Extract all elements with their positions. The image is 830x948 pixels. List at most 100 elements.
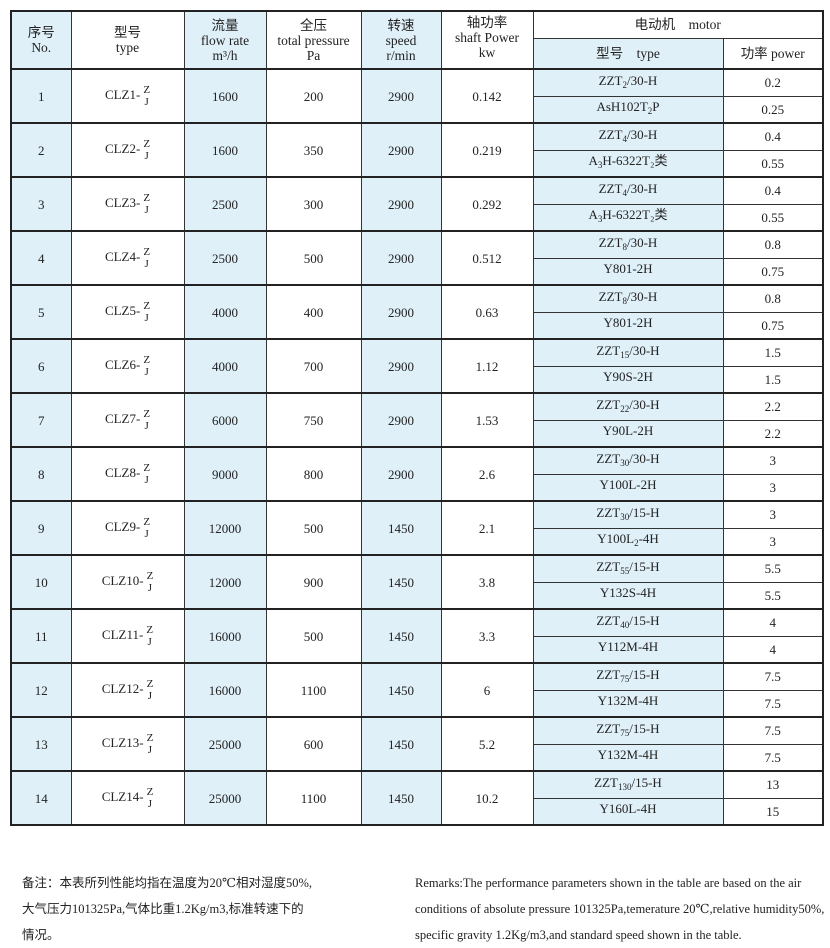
suffix-letter: Z: [143, 300, 151, 312]
row-model: CLZ14- Z J: [70, 770, 185, 826]
header-text: total pressure: [277, 32, 350, 48]
motor-type: ZZT4/30-H: [532, 122, 724, 151]
motor-power: 2.2: [722, 419, 824, 448]
table-subrow: A3H-6322T₂类 0.55: [11, 203, 824, 232]
row-speed: 2900: [360, 446, 442, 502]
row-flow: 4000: [183, 338, 267, 394]
table-subrow: Y160L-4H 15: [11, 797, 824, 826]
row-speed: 1450: [360, 770, 442, 826]
motor-type: ZZT4/30-H: [532, 176, 724, 205]
motor-type: ZZT30/30-H: [532, 446, 724, 475]
model-name: CLZ3-: [104, 194, 141, 210]
motor-type: ZZT40/15-H: [532, 608, 724, 637]
row-flow: 9000: [183, 446, 267, 502]
motor-type: ZZT130/15-H: [532, 770, 724, 799]
table-subrow: A3H-6322T₂类 0.55: [11, 149, 824, 178]
motor-type-rest: /30-H: [629, 450, 660, 466]
header-flow: 流量 flow rate m³/h: [183, 10, 267, 70]
motor-type-subscript: 4: [622, 187, 627, 198]
table-row: 14 CLZ14- Z J 25000 1100 1450 10.2 ZZT130/15-H 13: [10, 770, 824, 826]
motor-power: 0.75: [722, 257, 824, 286]
row-no: 12: [10, 662, 72, 718]
motor-type-base: Y801-2H: [603, 261, 653, 277]
motor-type-base: ZZT: [596, 450, 621, 466]
motor-type-base: Y100L: [597, 531, 635, 547]
header-no: 序号 No.: [10, 10, 72, 70]
table-subrow: Y132M-4H 7.5: [11, 743, 824, 772]
motor-type-base: ZZT: [596, 342, 621, 358]
motor-type: Y90S-2H: [532, 365, 724, 394]
header-text: 全压: [300, 17, 327, 33]
row-flow: 12000: [183, 554, 267, 610]
row-no: 4: [10, 230, 72, 286]
row-model: CLZ4- Z J: [70, 230, 185, 286]
motor-type-rest: /30-H: [626, 234, 658, 250]
header-text: flow rate: [200, 32, 250, 48]
row-flow: 1600: [183, 68, 267, 124]
model-name: CLZ4-: [104, 248, 141, 264]
suffix-letter: J: [147, 690, 153, 702]
motor-type: A3H-6322T₂类: [532, 149, 724, 178]
table-row: 4 CLZ4- Z J 2500 500 2900 0.512 ZZT8/30-H 0.8: [10, 230, 824, 286]
motor-type: Y100L-2H: [532, 473, 724, 502]
row-speed: 2900: [360, 338, 442, 394]
motor-type: Y132M-4H: [532, 689, 724, 718]
motor-type: AsH102T2P: [532, 95, 724, 124]
motor-type-rest: /30-H: [626, 180, 658, 196]
motor-type-base: Y801-2H: [603, 315, 653, 331]
motor-type-base: Y100L-2H: [599, 477, 657, 493]
row-no: 1: [10, 68, 72, 124]
table-row: 9 CLZ9- Z J 12000 500 1450 2.1 ZZT30/15-H 3: [10, 500, 824, 556]
motor-type-rest: P: [652, 99, 660, 115]
row-model: CLZ2- Z J: [70, 122, 185, 178]
motor-type-base: A: [588, 153, 598, 169]
row-pressure: 1100: [265, 662, 362, 718]
row-pressure: 1100: [265, 770, 362, 826]
suffix-letter: Z: [146, 570, 154, 582]
motor-type: Y801-2H: [532, 257, 724, 286]
motor-type-subscript: 4: [622, 133, 627, 144]
motor-type-subscript: 2: [634, 538, 639, 549]
motor-type: Y801-2H: [532, 311, 724, 340]
row-pressure: 800: [265, 446, 362, 502]
motor-type-base: AsH102T: [596, 99, 648, 115]
row-shaft-power: 6: [440, 662, 534, 718]
motor-power: 5.5: [722, 554, 824, 583]
motor-type-subscript: 2: [647, 106, 653, 117]
row-no: 2: [10, 122, 72, 178]
suffix-letter: Z: [143, 84, 151, 96]
header-type: 型号 type: [70, 10, 185, 70]
table-subrow: Y112M-4H 4: [11, 635, 824, 664]
motor-type-subscript: 3: [597, 160, 603, 171]
header-pressure: 全压 total pressure Pa: [265, 10, 362, 70]
motor-type-rest: /30-H: [629, 396, 660, 412]
suffix-letter: Z: [146, 732, 154, 744]
motor-type-rest: /15-H: [631, 774, 662, 790]
motor-power: 3: [722, 500, 824, 529]
row-shaft-power: 3.8: [440, 554, 534, 610]
motor-type: Y100L2-4H: [532, 527, 724, 556]
row-speed: 1450: [360, 608, 442, 664]
table-row: 8 CLZ8- Z J 9000 800 2900 2.6 ZZT30/30-H 3: [10, 446, 824, 502]
row-no: 14: [10, 770, 72, 826]
note-line: 情况。: [22, 928, 60, 942]
notes-cn: 备注：本表所列性能均指在温度为20℃相对湿度50%, 大气压力101325Pa,…: [22, 870, 312, 948]
row-no: 11: [10, 608, 72, 664]
row-no: 13: [10, 716, 72, 772]
motor-type: ZZT55/15-H: [532, 554, 724, 583]
motor-power: 0.8: [722, 284, 824, 313]
notes-en: Remarks:The performance parameters shown…: [415, 870, 824, 948]
suffix-letter: J: [144, 204, 149, 216]
motor-type: ZZT8/30-H: [532, 230, 724, 259]
model-name: CLZ11-: [101, 626, 144, 642]
row-flow: 16000: [183, 662, 267, 718]
row-shaft-power: 0.219: [440, 122, 534, 178]
motor-type-rest: -4H: [638, 531, 659, 547]
row-speed: 2900: [360, 230, 442, 286]
motor-power: 0.55: [722, 149, 824, 178]
suffix-letter: J: [147, 744, 153, 756]
